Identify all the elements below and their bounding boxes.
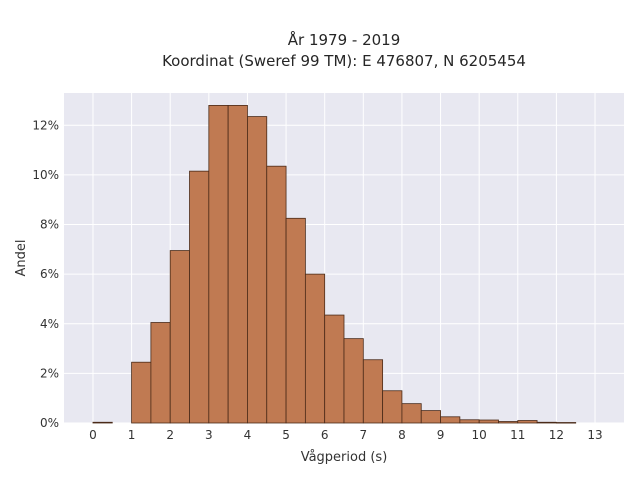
histogram-bar [556, 422, 577, 424]
histogram-bar [131, 361, 152, 424]
x-tick-label: 9 [437, 428, 445, 442]
x-tick-label: 5 [282, 428, 290, 442]
histogram-bar [150, 322, 171, 424]
histogram-bar [247, 116, 268, 424]
y-tick-label: 12% [32, 118, 59, 132]
x-tick-label: 8 [398, 428, 406, 442]
y-tick-label: 0% [40, 416, 59, 430]
x-tick-label: 10 [472, 428, 487, 442]
histogram-bar [189, 170, 210, 424]
histogram-bar [304, 273, 326, 424]
histogram-bar [420, 410, 441, 424]
histogram-bar [227, 105, 248, 424]
histogram-bar [362, 359, 384, 424]
x-tick-label: 4 [244, 428, 252, 442]
histogram-bar [498, 421, 519, 424]
y-axis-ticks: 0% 2% 4% 6% 8% 10% 12% [32, 118, 59, 430]
histogram-bar [401, 403, 422, 424]
histogram-bar [92, 421, 113, 424]
chart-title-line-2: Koordinat (Sweref 99 TM): E 476807, N 62… [162, 52, 526, 70]
histogram-bar [208, 105, 229, 424]
histogram-bar [459, 419, 480, 424]
y-tick-label: 6% [40, 267, 59, 281]
chart-title-line-1: År 1979 - 2019 [288, 30, 401, 49]
x-tick-label: 11 [510, 428, 525, 442]
histogram-bar [478, 419, 499, 424]
histogram-bar [169, 250, 190, 424]
y-tick-label: 10% [32, 168, 59, 182]
x-tick-label: 12 [549, 428, 564, 442]
histogram-bar [382, 390, 403, 424]
x-tick-label: 0 [89, 428, 97, 442]
histogram-bar [517, 420, 538, 424]
x-tick-label: 3 [205, 428, 213, 442]
histogram-bar [285, 217, 306, 424]
histogram-bar [343, 338, 364, 424]
histogram-bar [324, 314, 345, 424]
x-tick-label: 13 [587, 428, 602, 442]
y-tick-label: 4% [40, 317, 59, 331]
x-tick-label: 6 [321, 428, 329, 442]
x-axis-ticks: 0 1 2 3 4 5 6 7 8 9 10 11 12 13 [89, 428, 603, 442]
x-axis-label: Vågperiod (s) [301, 450, 388, 465]
y-axis-label: Andel [14, 240, 29, 277]
histogram-bar [440, 416, 461, 424]
x-tick-label: 1 [128, 428, 136, 442]
histogram-bar [536, 421, 557, 424]
histogram-bar [266, 165, 287, 424]
y-tick-label: 8% [40, 218, 59, 232]
x-tick-label: 2 [166, 428, 174, 442]
x-tick-label: 7 [359, 428, 367, 442]
y-tick-label: 2% [40, 366, 59, 380]
histogram-bars [92, 105, 577, 424]
